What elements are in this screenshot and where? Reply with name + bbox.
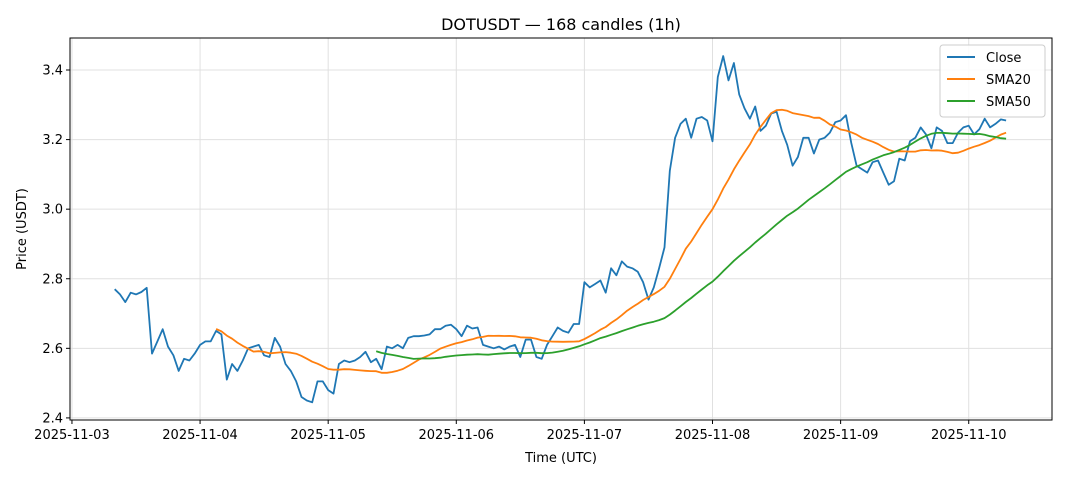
x-tick-label: 2025-11-04 [162, 428, 238, 443]
grid [70, 38, 1052, 420]
legend-entry: SMA20 [986, 73, 1031, 88]
x-tick-label: 2025-11-09 [803, 428, 879, 443]
x-axis-label: Time (UTC) [524, 451, 597, 466]
legend-box [939, 44, 1046, 118]
x-tick-label: 2025-11-07 [547, 428, 623, 443]
legend: Close SMA20 SMA50 [939, 44, 1046, 118]
legend-entry: SMA50 [986, 95, 1031, 110]
x-axis: 2025-11-03 2025-11-04 2025-11-05 2025-11-06… [34, 420, 1007, 443]
x-tick-label: 2025-11-08 [675, 428, 751, 443]
series-line-sma50 [375, 131, 1007, 360]
y-axis-label: Price (USDT) [15, 188, 30, 270]
plot-frame [69, 37, 1053, 421]
y-tick-label: 2.6 [42, 342, 63, 357]
y-tick-label: 3.0 [42, 203, 63, 218]
x-tick-label: 2025-11-03 [34, 428, 110, 443]
chart-title: DOTUSDT — 168 candles (1h) [441, 15, 681, 34]
series-group [114, 55, 1007, 404]
y-axis: 2.4 2.6 2.8 3.0 3.2 3.4 [42, 64, 70, 426]
y-tick-label: 3.4 [42, 64, 63, 79]
x-tick-label: 2025-11-05 [290, 428, 366, 443]
series-line-sma20 [215, 108, 1007, 374]
y-tick-label: 2.8 [42, 272, 63, 287]
x-tick-label: 2025-11-10 [931, 428, 1007, 443]
y-tick-label: 3.2 [42, 133, 63, 148]
y-tick-label: 2.4 [42, 411, 63, 426]
legend-entry: Close [986, 51, 1021, 66]
x-tick-label: 2025-11-06 [419, 428, 495, 443]
